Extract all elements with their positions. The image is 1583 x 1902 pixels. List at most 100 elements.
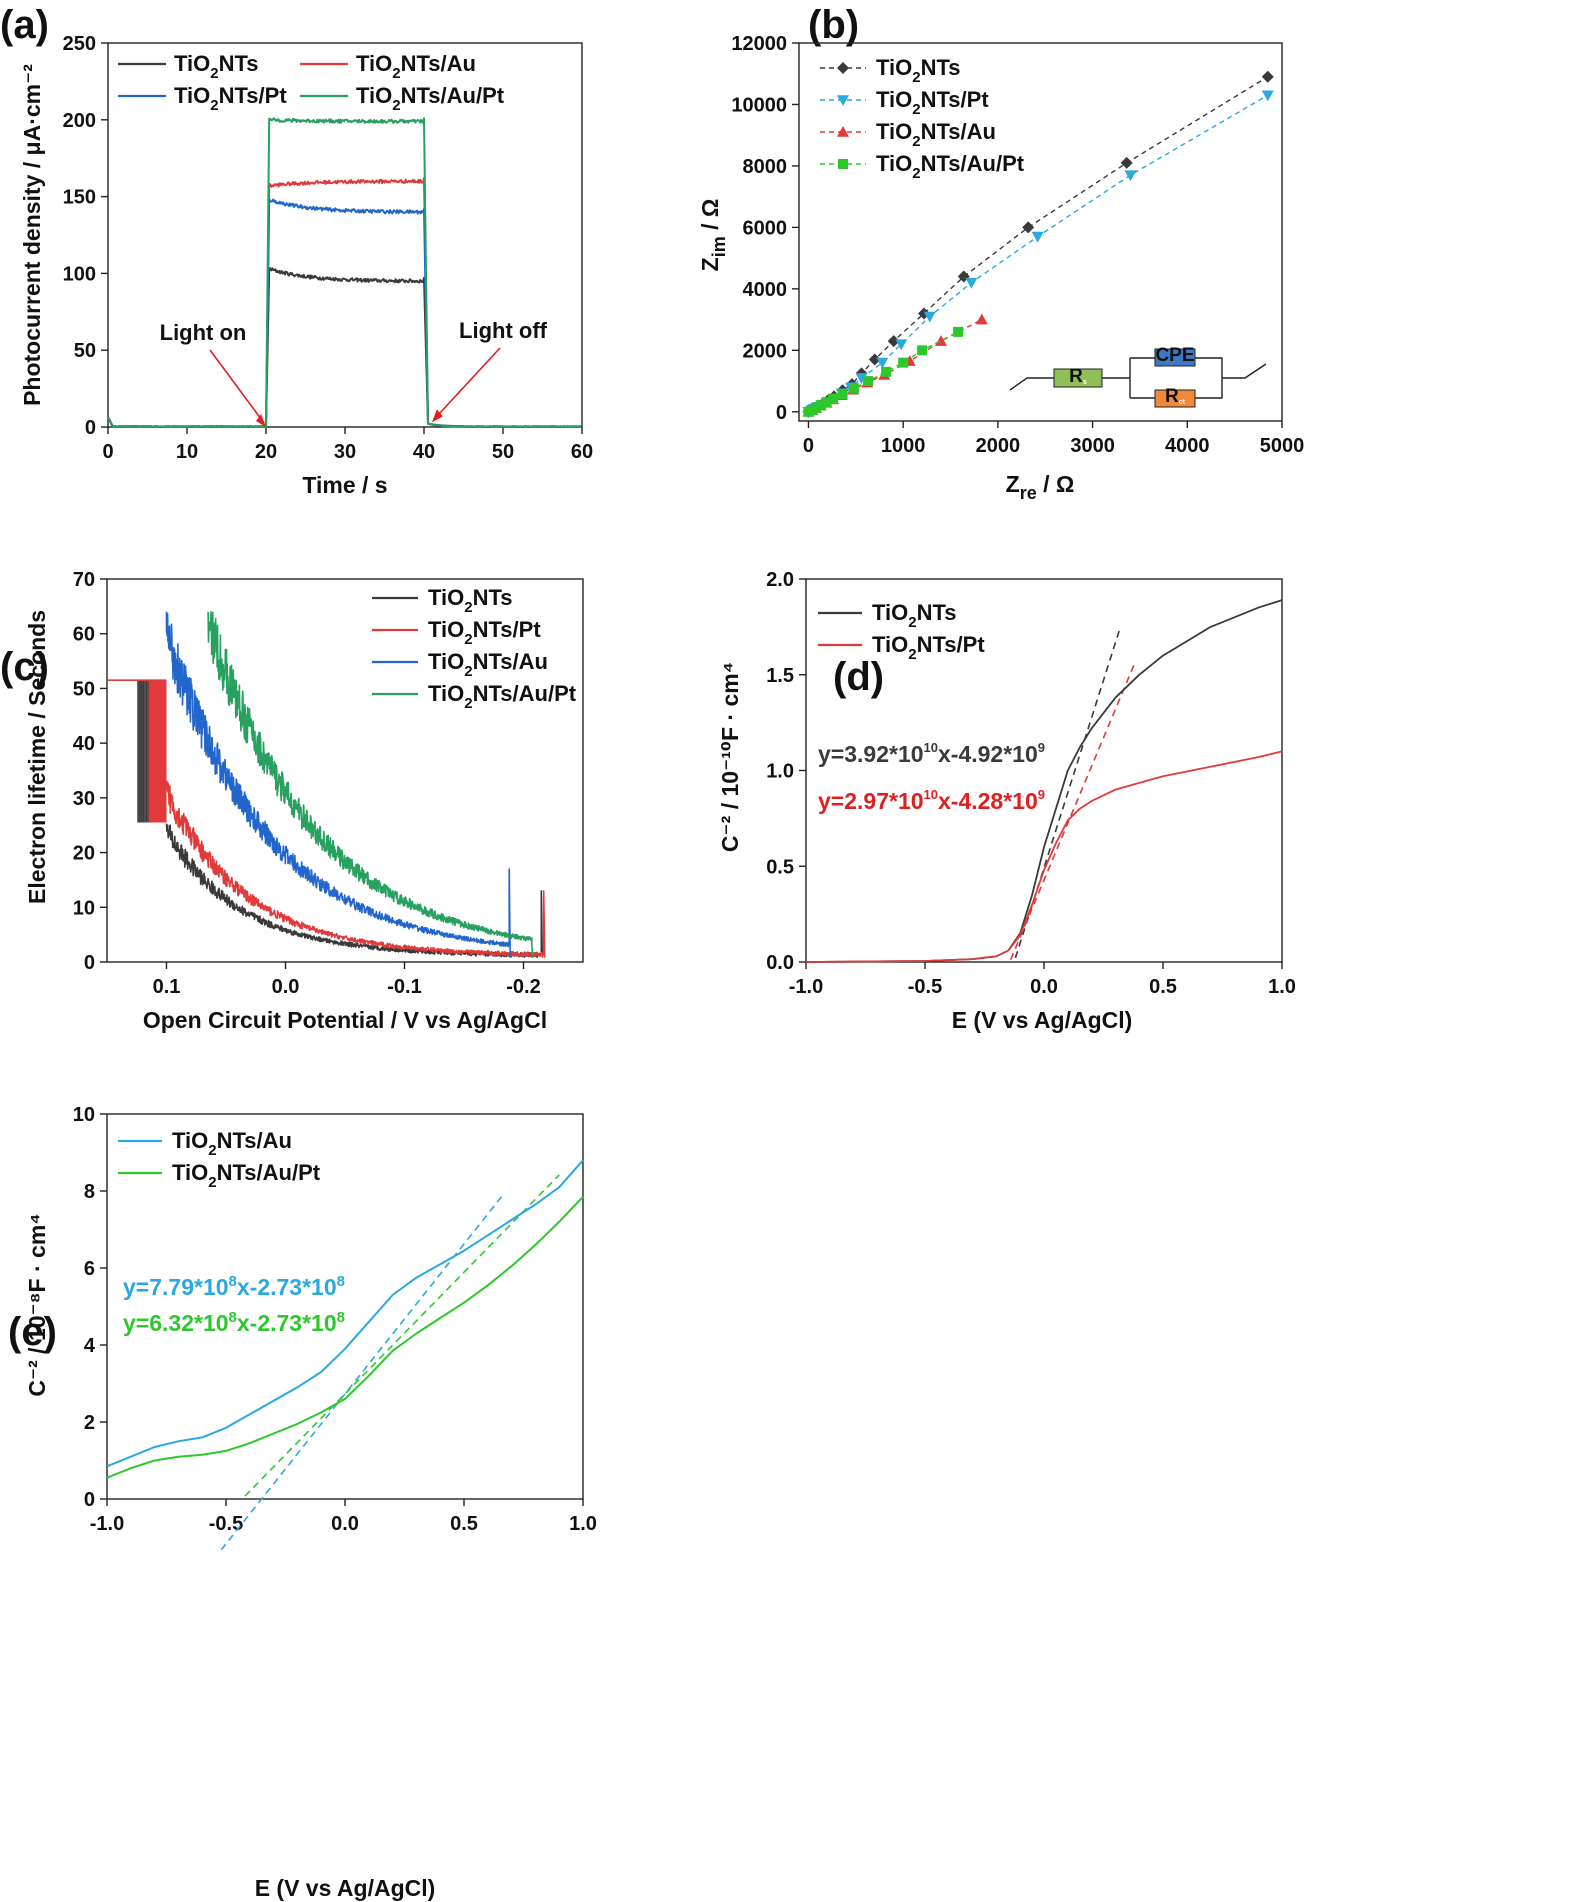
y-tick-label: 70 [73, 569, 95, 591]
legend-label: TiO2NTs/Pt [876, 87, 989, 118]
y-tick-label: 150 [63, 187, 96, 209]
data-point [887, 335, 900, 348]
series-line-TiO2NTs/Pt [165, 780, 546, 958]
data-point [895, 339, 908, 351]
panel-label-a: (a) [0, 3, 49, 47]
x-tick-label: 0.0 [1030, 976, 1058, 998]
y-tick-label: 1.0 [766, 761, 794, 783]
x-tick-label: -1.0 [789, 976, 823, 998]
x-tick-label: 0 [803, 435, 814, 457]
y-tick-label: 10 [73, 897, 95, 919]
legend-marker [837, 126, 849, 137]
x-tick-label: 1.0 [569, 1513, 597, 1535]
fit-line [1009, 663, 1136, 961]
panel-c: 0.1 0.0 -0.1 -0.2 0 10 20 30 40 50 60 70 Electron li… [24, 569, 584, 1033]
x-axis-label: Zre / Ω [1006, 471, 1075, 503]
fit-equation: y=3.92*1010x-4.92*109 [818, 740, 1045, 767]
fit-line [244, 1174, 560, 1497]
series-line-TiO2NTs/Pt [805, 750, 1283, 963]
x-tick-label: 0.0 [331, 1513, 359, 1535]
y-axis-label: C⁻² / 10⁻¹⁰F · cm⁴ [717, 662, 743, 852]
data-point [1031, 231, 1044, 243]
x-tick-label: -0.2 [506, 976, 540, 998]
series-line-TiO2NTs/Au [165, 611, 511, 958]
x-axis-label: E (V vs Ag/AgCl) [255, 1875, 436, 1901]
y-tick-label: 0.5 [766, 856, 794, 878]
x-tick-label: 5000 [1260, 435, 1305, 457]
y-tick-label: 6000 [743, 217, 788, 239]
series-line-TiO2NTs/Au [107, 177, 582, 428]
y-tick-label: 8000 [743, 156, 788, 178]
plot-frame [798, 42, 1283, 422]
circuit-wire [1009, 377, 1054, 391]
data-point [975, 313, 988, 325]
resistor-s-label: Rs [1069, 366, 1087, 387]
cpe-label: CPE [1155, 345, 1194, 366]
data-point [1124, 170, 1137, 182]
fit-equation: y=7.79*108x-2.73*108 [123, 1273, 345, 1300]
annotation-light-off: Light off [459, 318, 548, 343]
legend-label: TiO2NTs [872, 600, 957, 631]
y-tick-label: 250 [63, 33, 96, 55]
arrow-head [431, 409, 443, 423]
x-axis-label: Open Circuit Potential / V vs Ag/AgCl [143, 1007, 547, 1033]
plot-frame [106, 578, 584, 963]
legend-label: TiO2NTs/Au/Pt [356, 83, 505, 114]
legend-label: TiO2NTs [876, 55, 961, 86]
panel-label-c: (c) [0, 645, 49, 689]
series-line-TiO2NTs/Au/Pt [106, 1196, 584, 1479]
data-point [863, 376, 874, 387]
legend-label: TiO2NTs/Pt [872, 632, 985, 663]
panel-b: 0 1000 2000 3000 4000 5000 0 2000 4000 6000 8000 10… [697, 33, 1304, 503]
y-axis-label: Electron lifetime / Seconds [24, 610, 50, 904]
panel-e: -1.0 -0.5 0.0 0.5 1.0 0 2 4 6 8 10 C⁻² / 10⁻⁸F · cm… [24, 1104, 597, 1901]
y-tick-label: 0.0 [766, 952, 794, 974]
legend-label: TiO2NTs/Pt [174, 83, 287, 114]
y-tick-label: 1.5 [766, 665, 794, 687]
x-tick-label: 30 [334, 441, 356, 463]
series-line-TiO2NTs/Pt [107, 197, 582, 428]
y-tick-label: 2000 [743, 340, 788, 362]
data-point [1261, 90, 1274, 102]
y-tick-label: 20 [73, 843, 95, 865]
legend-marker [838, 159, 848, 169]
legend-marker [837, 95, 849, 106]
y-axis-label: C⁻² / 10⁻⁸F · cm⁴ [24, 1213, 50, 1396]
y-tick-label: 0 [776, 402, 787, 424]
data-point [881, 366, 892, 377]
x-tick-label: -0.5 [908, 976, 942, 998]
y-tick-label: 10 [73, 1104, 95, 1126]
y-axis-label: Zim / Ω [697, 199, 729, 272]
x-tick-label: 0.1 [153, 976, 181, 998]
data-point [1120, 156, 1133, 169]
x-tick-label: 0.5 [1149, 976, 1177, 998]
x-axis-label: Time / s [302, 472, 387, 498]
x-tick-label: 0.5 [450, 1513, 478, 1535]
y-axis-label: Photocurrent density / μA·cm⁻² [19, 64, 45, 406]
legend-label: TiO2NTs/Au [172, 1128, 292, 1159]
data-point [815, 400, 826, 411]
x-tick-label: -0.5 [209, 1513, 243, 1535]
series-line-TiO2NTs [165, 823, 544, 959]
legend-label: TiO2NTs/Pt [428, 617, 541, 648]
data-point [1261, 70, 1274, 83]
legend-label: TiO2NTs/Au [876, 119, 996, 150]
y-tick-label: 40 [73, 733, 95, 755]
arrow-head [256, 414, 266, 427]
y-tick-label: 4 [84, 1335, 96, 1357]
y-tick-label: 0 [85, 417, 96, 439]
x-tick-label: -0.1 [387, 976, 421, 998]
data-point [917, 345, 928, 356]
legend-label: TiO2NTs/Au/Pt [172, 1160, 321, 1191]
y-tick-label: 0 [84, 952, 95, 974]
y-tick-label: 50 [74, 340, 96, 362]
data-point [876, 357, 889, 369]
data-point [837, 389, 848, 400]
data-point [953, 326, 964, 337]
y-tick-label: 6 [84, 1258, 95, 1280]
annotation-light-on: Light on [160, 320, 247, 345]
series-line-TiO2NTs/Au [106, 1159, 584, 1468]
circuit-wire [1222, 363, 1267, 379]
legend-label: TiO2NTs/Au/Pt [876, 151, 1025, 182]
